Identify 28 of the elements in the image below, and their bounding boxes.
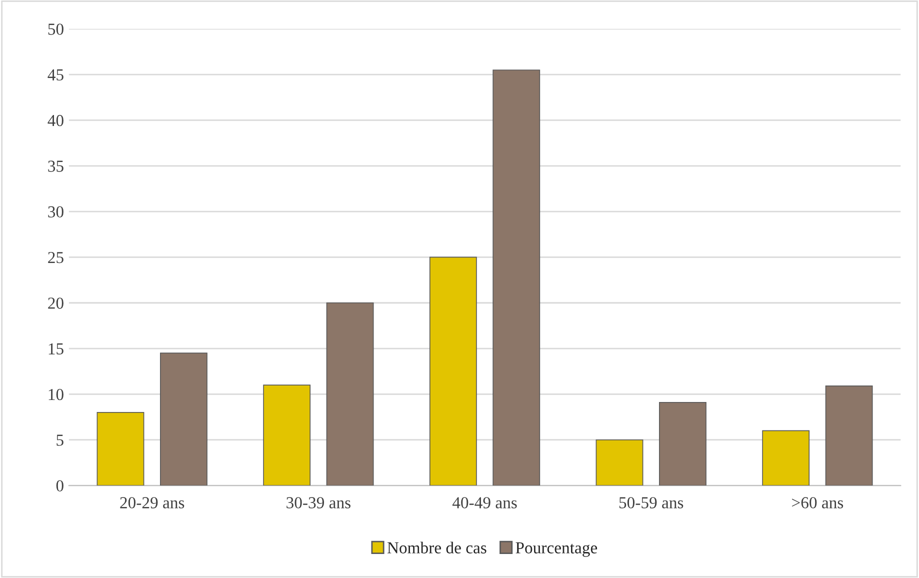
x-tick-label: 50-59 ans: [619, 497, 684, 508]
bar: [596, 439, 644, 486]
bar: [659, 402, 706, 486]
x-tick-label: >60 ans: [792, 497, 844, 508]
x-tick-label: 30-39 ans: [286, 497, 350, 508]
y-tick-label: 25: [48, 252, 64, 264]
bar: [492, 70, 540, 486]
y-tick-label: 30: [48, 206, 64, 218]
y-tick-label: 40: [48, 114, 64, 126]
y-tick-label: 35: [48, 160, 64, 172]
bar: [160, 352, 208, 486]
y-tick-label: 45: [48, 69, 64, 81]
y-tick-label: 0: [56, 480, 64, 492]
bar: [762, 430, 810, 486]
bar: [96, 412, 144, 486]
y-tick-label: 10: [48, 388, 64, 400]
y-tick-label: 15: [48, 343, 64, 354]
bar: [326, 302, 374, 486]
bar: [429, 256, 477, 486]
legend-label: Nombre de cas: [387, 542, 486, 554]
y-tick-label: 50: [48, 24, 64, 35]
bar: [263, 384, 311, 486]
bar: [825, 386, 873, 486]
x-tick-label: 40-49 ans: [452, 497, 517, 508]
x-tick-label: 20-29 ans: [120, 497, 184, 508]
y-tick-label: 5: [56, 434, 64, 446]
legend-label: Pourcentage: [516, 542, 598, 557]
y-tick-label: 20: [48, 298, 64, 309]
